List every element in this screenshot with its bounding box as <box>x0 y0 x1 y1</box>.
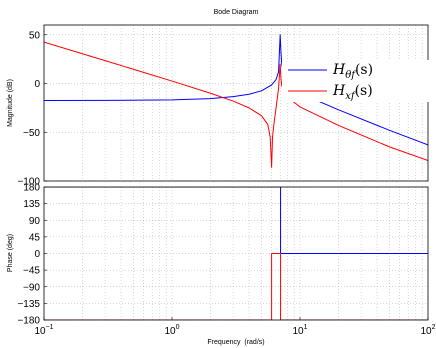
legend-box <box>282 60 430 102</box>
phase-y-tick-label: −45 <box>23 266 40 277</box>
magnitude-y-tick-label: −100 <box>17 177 40 188</box>
x-tick-label: 10−1 <box>34 324 53 337</box>
magnitude-plot-area <box>44 25 428 181</box>
phase-y-axis-label: Phase (deg) <box>7 234 14 272</box>
phase-series-line-h-theta-f <box>44 187 428 254</box>
legend-label-h-theta-f: Hθf(s) <box>332 62 373 81</box>
phase-y-tick-label: −90 <box>23 282 40 293</box>
phase-y-tick-label: 180 <box>23 183 40 194</box>
phase-x-ticks: 10−1 100 101 102 <box>34 317 436 337</box>
magnitude-y-tick-label: −50 <box>23 128 40 139</box>
magnitude-axes-frame <box>43 24 429 182</box>
magnitude-y-tick-label: 50 <box>29 30 41 41</box>
phase-series-group <box>44 187 428 320</box>
magnitude-y-tick-label: 0 <box>34 79 40 90</box>
x-tick-label: 102 <box>420 324 435 337</box>
x-tick-label: 100 <box>164 324 179 337</box>
legend-label-h-x-f: Hxf(s) <box>332 83 373 102</box>
phase-y-ticks: 180 135 90 45 0 −45 −90 −135 −180 <box>17 183 47 327</box>
phase-series-line-h-x-f <box>44 253 428 320</box>
phase-y-tick-label: 135 <box>23 199 40 210</box>
x-axis-label: Frequency (rad/s) <box>207 339 264 346</box>
phase-y-tick-label: 0 <box>34 249 40 260</box>
x-tick-label: 101 <box>292 324 307 337</box>
legend: Hθf(s) Hxf(s) <box>282 60 430 102</box>
phase-y-tick-label: 90 <box>29 216 41 227</box>
phase-y-tick-label: 45 <box>29 232 41 243</box>
magnitude-y-axis-label: Magnitude (dB) <box>7 79 14 127</box>
chart-title: Bode Diagram <box>214 9 259 16</box>
magnitude-y-ticks: 50 0 −50 −100 <box>17 30 47 188</box>
phase-y-tick-label: −135 <box>17 299 40 310</box>
phase-y-tick-label: −180 <box>17 316 40 327</box>
